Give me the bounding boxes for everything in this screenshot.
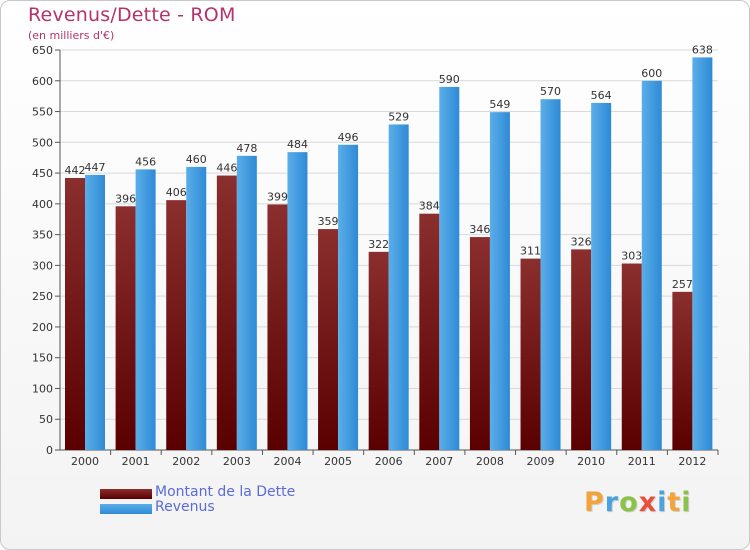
bar-revenus-2006 <box>388 124 409 450</box>
y-tick-label: 450 <box>32 167 53 180</box>
value-label-revenus-2005: 496 <box>338 131 359 144</box>
y-tick-label: 0 <box>46 444 53 457</box>
y-tick-label: 550 <box>32 106 53 119</box>
value-label-dette-2010: 326 <box>571 235 592 248</box>
bar-revenus-2011 <box>641 80 662 451</box>
logo-letter: t <box>667 487 682 518</box>
bar-revenus-2002 <box>186 166 207 450</box>
x-tick-label-2000: 2000 <box>71 455 99 468</box>
x-tick-label-2006: 2006 <box>375 455 403 468</box>
bar-dette-2010 <box>571 249 592 450</box>
bar-revenus-2001 <box>135 169 156 450</box>
logo-letter: i <box>657 487 668 518</box>
value-label-revenus-2004: 484 <box>287 138 308 151</box>
x-tick-label-2012: 2012 <box>678 455 706 468</box>
value-label-revenus-2009: 570 <box>540 85 561 98</box>
value-label-revenus-2011: 600 <box>641 67 662 80</box>
logo-letter: r <box>604 487 620 518</box>
logo-letter: x <box>638 487 658 518</box>
y-tick-label: 500 <box>32 136 53 149</box>
value-label-dette-2006: 322 <box>368 238 389 251</box>
bar-dette-2000 <box>65 178 85 450</box>
bar-dette-2006 <box>368 251 389 450</box>
y-tick-label: 600 <box>32 75 53 88</box>
x-tick-label-2011: 2011 <box>628 455 656 468</box>
bar-dette-2009 <box>520 258 541 450</box>
bar-revenus-2005 <box>338 144 359 450</box>
bar-dette-2011 <box>621 263 642 450</box>
y-tick-label: 200 <box>32 321 53 334</box>
value-label-revenus-2002: 460 <box>186 153 207 166</box>
y-tick-label: 400 <box>32 198 53 211</box>
bar-revenus-2010 <box>591 102 612 450</box>
x-tick-label-2002: 2002 <box>172 455 200 468</box>
bar-revenus-2003 <box>236 155 257 450</box>
bar-revenus-2004 <box>287 152 308 450</box>
value-label-dette-2002: 406 <box>166 186 187 199</box>
y-tick-label: 50 <box>39 413 53 426</box>
value-label-revenus-2008: 549 <box>489 98 510 111</box>
legend-label-dette: Montant de la Dette <box>155 484 296 500</box>
value-label-dette-2008: 346 <box>469 223 490 236</box>
value-label-dette-2003: 446 <box>216 162 237 175</box>
logo-letter: i <box>681 487 692 518</box>
bar-dette-2003 <box>216 175 237 451</box>
value-label-dette-2000: 442 <box>65 164 86 177</box>
legend-label-revenus: Revenus <box>155 499 215 515</box>
value-label-dette-2012: 257 <box>672 278 693 291</box>
legend-swatch-dette <box>100 489 152 499</box>
value-label-revenus-2003: 478 <box>236 142 257 155</box>
value-label-revenus-2006: 529 <box>388 110 409 123</box>
x-tick-label-2007: 2007 <box>425 455 453 468</box>
proxiti-logo: Proxiti <box>584 487 692 518</box>
y-tick-label: 150 <box>32 352 53 365</box>
x-tick-label-2004: 2004 <box>273 455 301 468</box>
y-tick-label: 650 <box>32 44 53 57</box>
chart-subtitle: (en milliers d'€) <box>28 29 115 42</box>
bar-revenus-2012 <box>692 57 713 451</box>
legend-swatch-revenus <box>100 504 152 514</box>
x-tick-label-2010: 2010 <box>577 455 605 468</box>
value-label-revenus-2012: 638 <box>692 43 713 56</box>
bar-dette-2008 <box>469 237 490 450</box>
y-tick-label: 350 <box>32 229 53 242</box>
value-label-revenus-2000: 447 <box>85 161 106 174</box>
value-label-dette-2001: 396 <box>115 192 136 205</box>
value-label-dette-2004: 399 <box>267 190 288 203</box>
value-label-revenus-2001: 456 <box>135 155 156 168</box>
bar-revenus-2008 <box>489 112 510 451</box>
y-tick-label: 300 <box>32 259 53 272</box>
bar-revenus-2000 <box>85 174 105 450</box>
y-tick-label: 250 <box>32 290 53 303</box>
value-label-revenus-2007: 590 <box>439 73 460 86</box>
bar-dette-2007 <box>419 213 440 450</box>
bar-dette-2002 <box>166 200 187 450</box>
x-tick-label-2008: 2008 <box>476 455 504 468</box>
bar-revenus-2009 <box>540 99 561 450</box>
bar-dette-2005 <box>318 229 339 450</box>
x-tick-label-2005: 2005 <box>324 455 352 468</box>
x-tick-label-2001: 2001 <box>122 455 150 468</box>
logo-letter: P <box>584 487 605 518</box>
bar-dette-2001 <box>115 206 136 450</box>
value-label-dette-2007: 384 <box>419 200 440 213</box>
bar-dette-2004 <box>267 204 288 450</box>
bar-revenus-2007 <box>439 86 460 450</box>
x-tick-label-2009: 2009 <box>527 455 555 468</box>
x-tick-label-2003: 2003 <box>223 455 251 468</box>
value-label-dette-2009: 311 <box>520 245 541 258</box>
value-label-dette-2011: 303 <box>621 250 642 263</box>
value-label-dette-2005: 359 <box>318 215 339 228</box>
value-label-revenus-2010: 564 <box>591 89 612 102</box>
chart-title: Revenus/Dette - ROM <box>28 4 236 26</box>
logo-letter: o <box>619 487 639 518</box>
y-tick-label: 100 <box>32 382 53 395</box>
bar-dette-2012 <box>672 291 693 450</box>
